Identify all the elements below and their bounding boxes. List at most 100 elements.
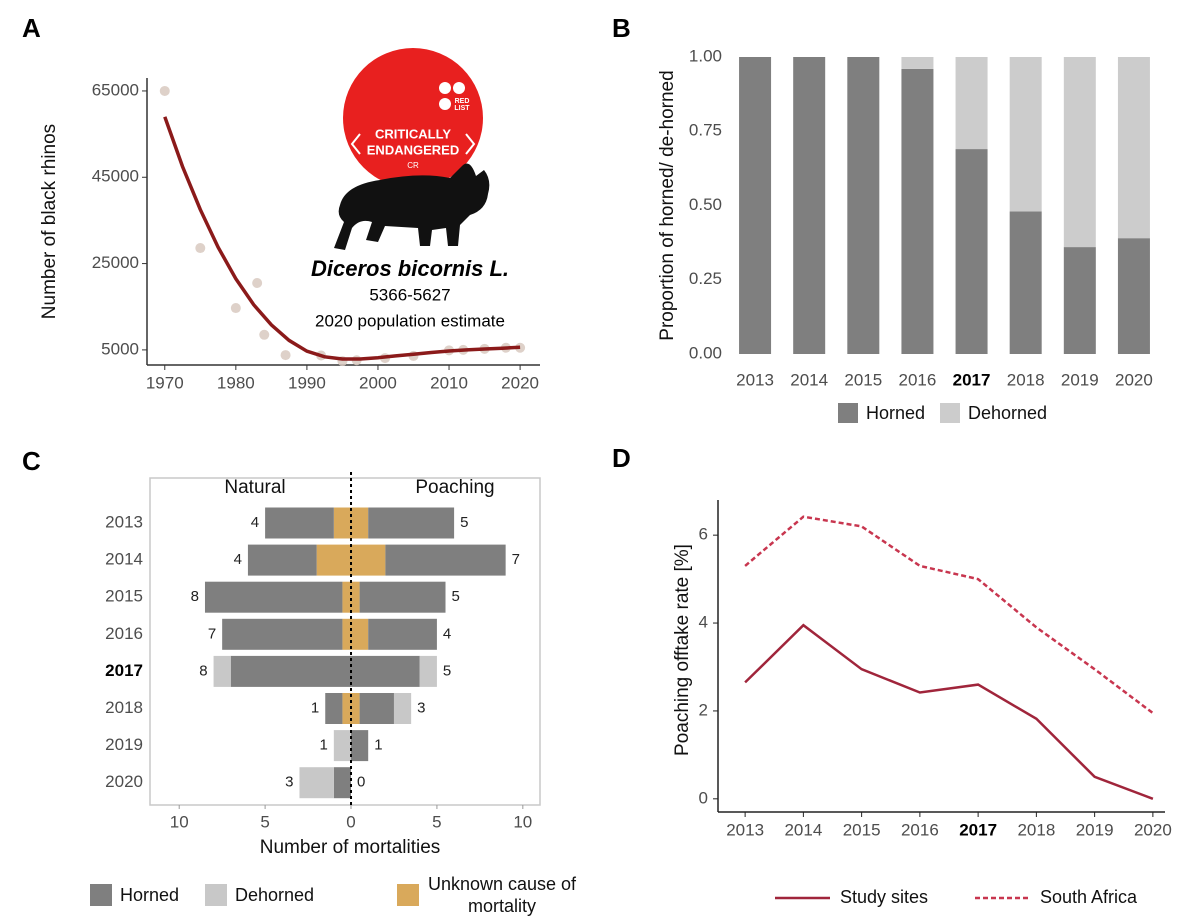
legend-swatch <box>205 884 227 906</box>
badge-list-text: RED <box>455 98 470 105</box>
y-tick-label: 5000 <box>101 339 139 358</box>
bar-segment <box>351 507 369 539</box>
bar-segment <box>1063 247 1096 354</box>
fitted-curve <box>163 116 521 361</box>
panel-letter: D <box>612 443 631 473</box>
x-tick-label: 2017 <box>953 370 991 389</box>
y-tick-label: 25000 <box>92 253 139 272</box>
bar-segment <box>1009 57 1042 212</box>
x-tick-label: 0 <box>346 812 355 831</box>
count-label: 0 <box>357 774 365 791</box>
bar-segment <box>351 544 386 576</box>
x-tick-label: 1970 <box>146 373 184 392</box>
y-tick-label: 2014 <box>105 550 143 569</box>
y-tick-label: 2019 <box>105 735 143 754</box>
count-label: 8 <box>199 662 207 679</box>
legend-swatch <box>90 884 112 906</box>
badge-code: CR <box>407 161 419 170</box>
bar-segment <box>393 693 412 724</box>
badge-chevron <box>465 133 476 155</box>
bar-segment <box>342 581 352 613</box>
count-label: 1 <box>311 699 319 716</box>
y-tick-label: 6 <box>699 525 708 544</box>
y-tick-label: 1.00 <box>689 46 722 65</box>
count-label: 3 <box>285 774 293 791</box>
series-line <box>744 515 1154 715</box>
bar-segment <box>901 57 934 69</box>
y-tick-label: 2016 <box>105 624 143 643</box>
legend-label: Horned <box>866 403 925 423</box>
y-tick-label: 2017 <box>105 661 143 680</box>
x-tick-label: 5 <box>432 812 441 831</box>
bar-segment <box>299 767 334 799</box>
data-point <box>195 243 206 254</box>
panel-letter: B <box>612 13 631 43</box>
legend-label: Horned <box>120 885 179 905</box>
x-tick-label: 2020 <box>1134 820 1172 839</box>
y-tick-label: 2 <box>699 700 708 719</box>
legend-label: Unknown cause of mortality <box>427 874 577 916</box>
plot-frame <box>149 477 541 806</box>
badge-list-text: LIST <box>454 105 470 112</box>
annotation: 2020 population estimate <box>315 311 505 330</box>
y-tick-label: 0 <box>699 788 708 807</box>
x-tick-label: 2018 <box>1007 370 1045 389</box>
x-tick-label: 2015 <box>843 820 881 839</box>
data-point <box>252 278 263 288</box>
x-tick-label: 2016 <box>901 820 939 839</box>
y-tick-label: 4 <box>699 613 708 632</box>
badge-status: ENDANGERED <box>367 142 459 157</box>
badge-chevron <box>350 133 361 155</box>
bar-segment <box>325 693 343 724</box>
bar-segment <box>351 730 369 762</box>
legend-label: Dehorned <box>968 403 1047 423</box>
bar-segment <box>1117 57 1150 239</box>
x-tick-label: 2019 <box>1061 370 1099 389</box>
badge-status: CRITICALLY <box>375 126 451 141</box>
panel-letter: A <box>22 13 41 43</box>
x-tick-label: 2013 <box>726 820 764 839</box>
y-tick-label: 2013 <box>105 512 143 531</box>
x-tick-label: 2014 <box>790 370 828 389</box>
legend-label: Dehorned <box>235 885 314 905</box>
bar-segment <box>419 655 437 687</box>
x-tick-label: 2020 <box>501 373 539 392</box>
bar-segment <box>847 57 880 354</box>
count-label: 4 <box>234 551 242 568</box>
legend-label-box: Unknown cause of mortality <box>427 874 577 916</box>
count-label: 7 <box>512 551 520 568</box>
x-tick-label: 2020 <box>1115 370 1153 389</box>
bar-segment <box>1009 211 1042 354</box>
data-point <box>280 350 291 361</box>
bar-segment <box>316 544 352 576</box>
count-label: 1 <box>374 737 382 754</box>
count-label: 5 <box>452 588 460 605</box>
y-tick-label: 0.00 <box>689 343 722 362</box>
badge-icon <box>439 82 451 94</box>
rhino-silhouette <box>334 163 490 250</box>
legend-label: South Africa <box>1040 887 1138 907</box>
bar-segment <box>351 693 360 724</box>
bar-segment <box>359 693 394 724</box>
bar-segment <box>333 507 352 539</box>
y-axis-label: Proportion of horned/ de-horned <box>657 70 678 340</box>
x-tick-label: 2013 <box>736 370 774 389</box>
data-point <box>259 329 270 340</box>
annotation: 5366-5627 <box>369 285 450 304</box>
bar-segment <box>342 618 352 650</box>
bar-segment <box>333 730 352 762</box>
count-label: 3 <box>417 699 425 716</box>
badge-icon <box>439 98 451 110</box>
y-tick-label: 65000 <box>92 80 139 99</box>
bar-segment <box>265 507 334 539</box>
side-label: Natural <box>224 477 285 498</box>
legend-swatch <box>940 403 960 423</box>
x-tick-label: 2019 <box>1076 820 1114 839</box>
legend-swatch <box>838 403 858 423</box>
y-axis-label: Poaching offtake rate [%] <box>672 544 693 756</box>
x-tick-label: 1990 <box>288 373 326 392</box>
bar-segment <box>222 618 343 650</box>
count-label: 8 <box>191 588 199 605</box>
panel-letter: C <box>22 446 41 476</box>
